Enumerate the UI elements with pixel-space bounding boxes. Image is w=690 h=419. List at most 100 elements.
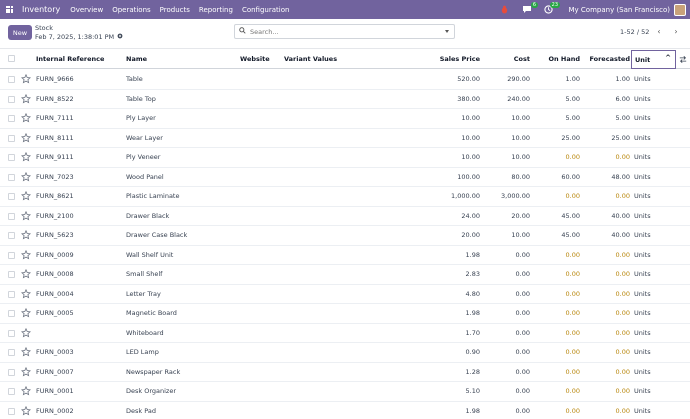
- cell-unit: Units: [634, 75, 651, 84]
- row-checkbox[interactable]: [8, 251, 15, 259]
- app-title[interactable]: Inventory: [22, 5, 61, 14]
- favorite-star-icon[interactable]: [20, 171, 32, 182]
- table-row[interactable]: FURN_0001 Desk Organizer 5.10 0.00 0.00 0.00 U…: [0, 382, 690, 402]
- row-checkbox[interactable]: [8, 349, 15, 356]
- company-switcher[interactable]: My Company (San Francisco): [568, 5, 670, 14]
- cell-cost: 3,000.00: [501, 192, 530, 201]
- table-row[interactable]: FURN_7111 Ply Layer 10.00 10.00 5.00 5.00 Unit…: [0, 109, 690, 129]
- table-row[interactable]: FURN_0004 Letter Tray 4.80 0.00 0.00 0.00 Unit…: [0, 285, 690, 304]
- table-header: Internal Reference Name Website Variant …: [0, 50, 690, 69]
- col-sales-price[interactable]: Sales Price: [439, 55, 480, 63]
- favorite-star-icon[interactable]: [20, 346, 32, 357]
- pager-next-button[interactable]: ›: [674, 27, 678, 36]
- avatar[interactable]: [674, 3, 686, 16]
- pager-value[interactable]: 1-52 / 52: [620, 28, 650, 36]
- chat-icon[interactable]: 6: [521, 1, 538, 16]
- favorite-star-icon[interactable]: [20, 249, 32, 260]
- table-row[interactable]: FURN_7023 Wood Panel 100.00 80.00 60.00 48.00…: [0, 168, 690, 187]
- optional-columns-toggle-icon[interactable]: [679, 50, 687, 68]
- favorite-star-icon[interactable]: [20, 268, 32, 279]
- row-checkbox[interactable]: [8, 310, 15, 317]
- search-bar[interactable]: [234, 24, 455, 39]
- cell-unit: Units: [634, 367, 651, 376]
- search-input[interactable]: [250, 27, 430, 36]
- table-row[interactable]: Whiteboard 1.70 0.00 0.00 0.00 Units: [0, 324, 690, 343]
- favorite-star-icon[interactable]: [20, 190, 32, 201]
- favorite-star-icon[interactable]: [20, 385, 32, 396]
- bug-icon[interactable]: [499, 4, 511, 16]
- row-checkbox[interactable]: [8, 368, 15, 376]
- menu-reporting[interactable]: Reporting: [198, 5, 233, 14]
- table-row[interactable]: FURN_8621 Plastic Laminate 1,000.00 3,000.0…: [0, 187, 690, 207]
- favorite-star-icon[interactable]: [20, 307, 32, 318]
- table-row[interactable]: FURN_0009 Wall Shelf Unit 1.98 0.00 0.00 0.00…: [0, 246, 690, 265]
- select-all-checkbox[interactable]: [8, 55, 15, 62]
- apps-menu-icon[interactable]: [0, 0, 18, 19]
- cell-name: Drawer Case Black: [126, 231, 188, 240]
- table-row[interactable]: FURN_9666 Table 520.00 290.00 1.00 1.00 Units: [0, 70, 690, 90]
- menu-operations[interactable]: Operations: [112, 5, 151, 14]
- table-row[interactable]: FURN_0007 Newspaper Rack 1.28 0.00 0.00 0.00 U…: [0, 363, 690, 382]
- cell-internal-reference: FURN_8111: [36, 133, 74, 142]
- row-checkbox[interactable]: [8, 290, 15, 298]
- favorite-star-icon[interactable]: [20, 132, 32, 143]
- row-checkbox[interactable]: [8, 115, 15, 122]
- favorite-star-icon[interactable]: [20, 112, 32, 123]
- table-row[interactable]: FURN_0005 Magnetic Board 1.98 0.00 0.00 0.00 U…: [0, 304, 690, 324]
- table-row[interactable]: FURN_0003 LED Lamp 0.90 0.00 0.00 0.00 Units: [0, 343, 690, 363]
- col-cost[interactable]: Cost: [513, 55, 530, 63]
- col-variant-values[interactable]: Variant Values: [284, 55, 338, 63]
- search-options-toggle[interactable]: [445, 30, 449, 33]
- col-forecasted[interactable]: Forecasted: [589, 55, 630, 63]
- row-checkbox[interactable]: [8, 76, 15, 83]
- col-name[interactable]: Name: [126, 55, 148, 63]
- row-checkbox[interactable]: [8, 154, 15, 161]
- favorite-star-icon[interactable]: [20, 366, 32, 377]
- col-unit-label: Unit: [635, 55, 651, 64]
- favorite-star-icon[interactable]: [20, 93, 32, 104]
- row-checkbox[interactable]: [8, 407, 15, 415]
- row-checkbox[interactable]: [8, 212, 15, 220]
- row-checkbox[interactable]: [8, 271, 15, 278]
- pager-previous-button[interactable]: ‹: [657, 27, 661, 36]
- row-checkbox[interactable]: [8, 95, 15, 103]
- table-row[interactable]: FURN_8111 Wear Layer 10.00 10.00 25.00 25.00 U…: [0, 129, 690, 148]
- favorite-star-icon[interactable]: [20, 405, 32, 416]
- col-unit[interactable]: Unit ^: [631, 50, 676, 69]
- col-website[interactable]: Website: [240, 55, 270, 63]
- table-row[interactable]: FURN_0002 Desk Pad 1.98 0.00 0.00 0.00 Units: [0, 402, 690, 419]
- cell-sales-price: 10.00: [461, 114, 480, 123]
- table-row[interactable]: FURN_5623 Drawer Case Black 20.00 10.00 45.0…: [0, 226, 690, 246]
- gear-icon[interactable]: [117, 33, 123, 41]
- col-on-hand[interactable]: On Hand: [548, 55, 580, 63]
- cell-internal-reference: FURN_0009: [36, 250, 74, 259]
- cell-sales-price: 0.90: [465, 348, 480, 357]
- table-row[interactable]: FURN_2100 Drawer Black 24.00 20.00 45.00 40.0…: [0, 207, 690, 226]
- row-checkbox[interactable]: [8, 134, 15, 142]
- new-button[interactable]: New: [8, 25, 32, 40]
- row-checkbox[interactable]: [8, 232, 15, 239]
- favorite-star-icon[interactable]: [20, 73, 32, 84]
- menu-products[interactable]: Products: [159, 5, 190, 14]
- favorite-star-icon[interactable]: [20, 151, 32, 162]
- clock-icon[interactable]: 23: [543, 1, 560, 16]
- favorite-star-icon[interactable]: [20, 210, 32, 221]
- cell-on-hand: 5.00: [565, 94, 580, 103]
- table-row[interactable]: FURN_8522 Table Top 380.00 240.00 5.00 6.00 Un…: [0, 90, 690, 109]
- favorite-star-icon[interactable]: [20, 229, 32, 240]
- row-checkbox[interactable]: [8, 388, 15, 395]
- col-internal-reference[interactable]: Internal Reference: [36, 55, 105, 63]
- table-row[interactable]: FURN_0008 Small Shelf 2.83 0.00 0.00 0.00 Unit…: [0, 265, 690, 285]
- favorite-star-icon[interactable]: [20, 288, 32, 299]
- report-datetime: Feb 7, 2025, 1:38:01 PM: [35, 33, 115, 41]
- cell-sales-price: 380.00: [457, 94, 480, 103]
- cell-internal-reference: FURN_0004: [36, 289, 74, 298]
- table-row[interactable]: FURN_9111 Ply Veneer 10.00 10.00 0.00 0.00 Uni…: [0, 148, 690, 168]
- favorite-star-icon[interactable]: [20, 327, 32, 338]
- menu-configuration[interactable]: Configuration: [241, 5, 290, 14]
- cell-internal-reference: FURN_5623: [36, 231, 74, 240]
- row-checkbox[interactable]: [8, 173, 15, 181]
- menu-overview[interactable]: Overview: [70, 5, 104, 14]
- row-checkbox[interactable]: [8, 193, 15, 200]
- row-checkbox[interactable]: [8, 329, 15, 337]
